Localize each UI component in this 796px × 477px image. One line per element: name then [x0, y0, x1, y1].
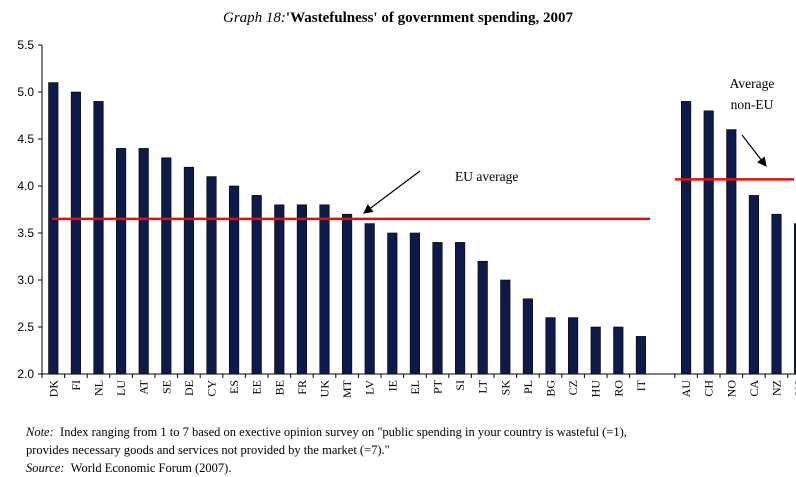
- chart-title-prefix: Graph 18:: [222, 10, 286, 26]
- bar-pt: [432, 242, 443, 375]
- bar-fi: [70, 91, 81, 375]
- note-label: Note:: [26, 425, 54, 439]
- x-tick-label: BE: [272, 380, 286, 395]
- eu-average-label: EU average: [455, 169, 518, 184]
- note-line-2: provides necessary goods and services no…: [26, 441, 390, 459]
- bar-ee: [251, 195, 262, 375]
- y-tick-label: 4.0: [17, 179, 34, 193]
- x-tick-label: LU: [114, 380, 128, 396]
- x-tick-label: IE: [385, 380, 399, 391]
- non-eu-average-label: non-EU: [731, 97, 774, 112]
- bar-lu: [116, 148, 127, 375]
- bar-lv: [364, 223, 375, 375]
- non-eu-average-label: Average: [730, 76, 775, 91]
- x-tick-label: LT: [476, 379, 490, 393]
- y-tick-label: 3.0: [17, 273, 34, 287]
- x-tick-label: IT: [634, 379, 648, 391]
- bar-chart: 2.0 2.5 3.0 3.5 4.0 4.5 5.0 5.5 DK FI NL LU AT SE DE CY…: [17, 38, 796, 398]
- bar-bg: [545, 317, 556, 375]
- bar-be: [274, 204, 285, 375]
- x-tick-label: EL: [408, 380, 422, 395]
- source-text: World Economic Forum (2007).: [70, 461, 232, 475]
- x-tick-label: EE: [250, 380, 264, 395]
- bar-uk: [319, 204, 330, 375]
- y-tick-label: 4.5: [17, 132, 34, 146]
- bar-si: [455, 242, 466, 375]
- x-tick-label: US: [792, 380, 796, 395]
- bar-us: [794, 223, 796, 375]
- x-tick-label: NL: [92, 380, 106, 396]
- bar-nz: [771, 213, 782, 375]
- x-tick-label: NZ: [770, 380, 784, 396]
- x-tick-label: UK: [318, 380, 332, 398]
- x-tick-label: SK: [498, 380, 512, 396]
- x-tick-label: LV: [363, 380, 377, 395]
- y-tick-label: 5.5: [17, 38, 34, 52]
- bar-at: [138, 148, 149, 375]
- bar-mt: [342, 213, 353, 375]
- bar-se: [161, 157, 172, 375]
- y-tick-label: 2.5: [17, 320, 34, 334]
- x-tick-label: CH: [702, 380, 716, 397]
- bar-es: [229, 185, 240, 375]
- bar-sk: [500, 279, 511, 375]
- bar-dk: [48, 82, 59, 375]
- bar-it: [635, 336, 646, 375]
- x-tick-label: PT: [431, 379, 445, 394]
- x-tick-label: DK: [46, 380, 60, 398]
- x-tick-label: SE: [159, 380, 173, 394]
- chart-title: Graph 18:'Wastefulness' of government sp…: [0, 10, 796, 27]
- eu-average-arrow: [363, 170, 421, 214]
- x-tick-label: FR: [295, 380, 309, 395]
- note-text-1: Index ranging from 1 to 7 based on exect…: [60, 425, 627, 439]
- x-tick-label: AU: [679, 380, 693, 398]
- note-text-2: provides necessary goods and services no…: [26, 443, 390, 457]
- y-tick-label: 5.0: [17, 85, 34, 99]
- x-tick-label: FI: [69, 380, 83, 391]
- bar-de: [183, 166, 194, 375]
- note-line-1: Note: Index ranging from 1 to 7 based on…: [26, 423, 627, 441]
- source-line: Source: World Economic Forum (2007).: [26, 459, 231, 477]
- x-tick-label: MT: [340, 379, 354, 398]
- bar-nl: [93, 101, 104, 375]
- x-tick-label: CA: [747, 380, 761, 397]
- non-eu-average-arrow: [741, 134, 767, 167]
- x-tick-label: NO: [724, 380, 738, 398]
- x-tick-label: DE: [182, 380, 196, 396]
- bar-ca: [748, 195, 759, 375]
- bar-hu: [590, 326, 601, 375]
- x-tick-label: CZ: [566, 380, 580, 395]
- bar-ch: [703, 110, 714, 375]
- bar-no: [726, 129, 737, 375]
- bar-fr: [296, 204, 307, 375]
- bar-lt: [477, 260, 488, 375]
- bar-pl: [522, 298, 533, 375]
- x-tick-label: CY: [205, 380, 219, 397]
- x-tick-label: HU: [589, 380, 603, 398]
- bar-au: [681, 101, 692, 375]
- x-tick-label: AT: [137, 379, 151, 394]
- x-tick-label: ES: [227, 380, 241, 394]
- bar-cy: [206, 176, 217, 375]
- bar-el: [409, 232, 420, 375]
- source-label: Source:: [26, 461, 65, 475]
- x-tick-label: PL: [521, 380, 535, 394]
- chart-title-text: 'Wastefulness' of government spending, 2…: [285, 10, 574, 26]
- y-tick-label: 3.5: [17, 226, 34, 240]
- y-tick-label: 2.0: [17, 367, 34, 381]
- x-tick-label: RO: [611, 380, 625, 397]
- bar-ie: [387, 232, 398, 375]
- bar-cz: [568, 317, 579, 375]
- x-tick-label: BG: [544, 380, 558, 397]
- bar-ro: [613, 326, 624, 375]
- x-tick-label: SI: [453, 380, 467, 391]
